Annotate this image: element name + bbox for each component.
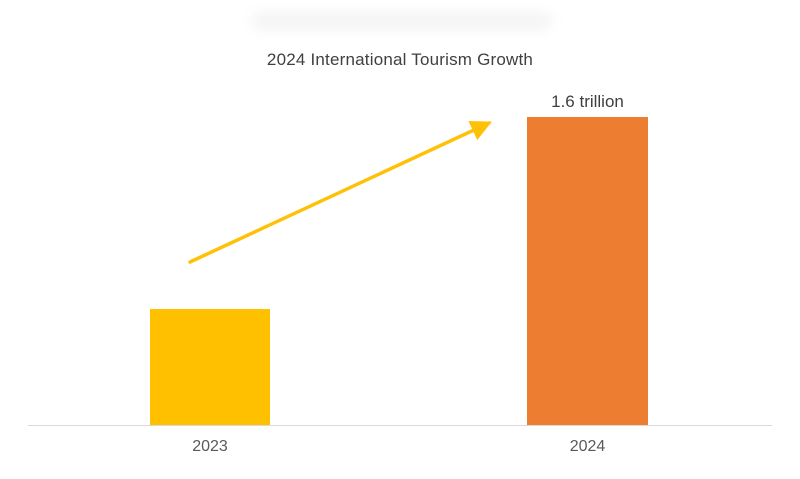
x-label-2024: 2024 — [569, 438, 606, 455]
bar-2024 — [527, 117, 648, 425]
bar-value-label-2024: 1.6 trillion — [551, 92, 624, 111]
faded-watermark — [252, 12, 552, 30]
x-label-2023: 2023 — [192, 438, 228, 455]
arrow-line — [188, 121, 492, 264]
chart-title: 2024 International Tourism Growth — [266, 50, 534, 69]
x-axis-line — [28, 425, 772, 426]
bar-2023 — [150, 309, 270, 425]
